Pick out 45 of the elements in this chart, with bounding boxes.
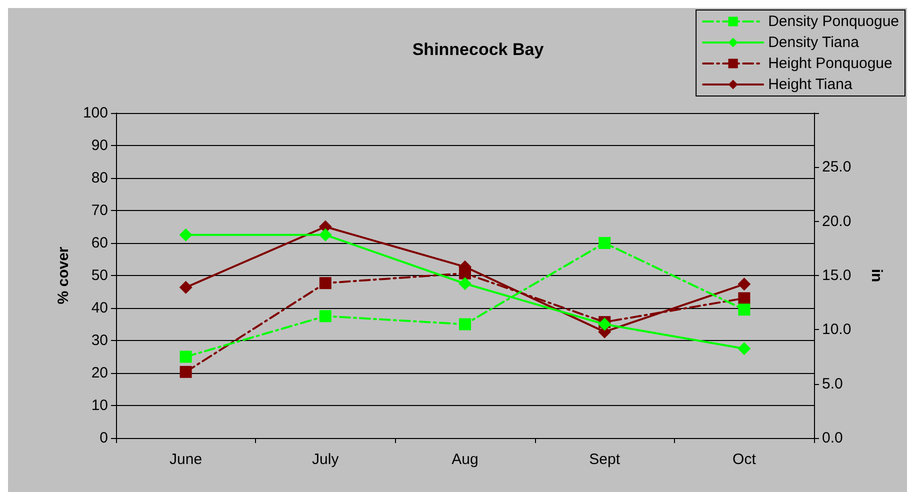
y2-tick-label: 20.0 (822, 212, 852, 230)
y2-tick-label: 0.0 (822, 430, 843, 446)
legend-label: Density Ponquogue (768, 13, 900, 30)
y-tick-label: 30 (91, 332, 108, 349)
point (180, 350, 192, 363)
x-tick-label: Sept (589, 451, 621, 468)
y2-tick-label: 10.0 (822, 321, 852, 338)
point (738, 304, 750, 316)
y-axis-title: % cover (55, 246, 72, 304)
point (179, 228, 192, 242)
y2-tick-label: 25.0 (822, 158, 852, 176)
chart-title: Shinnecock Bay (412, 40, 544, 59)
point (598, 318, 612, 331)
x-tick-label: June (170, 451, 202, 468)
y2-axis-title: in (868, 268, 885, 282)
legend-label: Height Ponquogue (768, 55, 892, 72)
point (738, 278, 751, 291)
y-tick-label: 100 (82, 104, 108, 122)
point (319, 310, 332, 322)
legend-label: Density Tiana (768, 34, 860, 51)
y-tick-label: 50 (91, 267, 108, 284)
y-tick-label: 0 (100, 430, 108, 446)
point (459, 267, 471, 280)
point (458, 277, 472, 290)
x-tick-label: Oct (732, 451, 757, 468)
point (180, 366, 192, 378)
point (738, 292, 750, 304)
x-tick-label: Aug (452, 451, 478, 468)
y2-tick-label: 15.0 (822, 267, 852, 284)
y-tick-label: 70 (91, 202, 108, 219)
x-tick-label: July (312, 451, 340, 468)
y2-tick-label: 5.0 (822, 375, 843, 392)
y-tick-label: 80 (91, 170, 108, 186)
y-tick-label: 40 (91, 300, 108, 316)
y-tick-label: 90 (91, 137, 108, 154)
point (319, 277, 332, 290)
legend-label: Height Tiana (768, 76, 853, 93)
y-tick-label: 10 (91, 397, 108, 414)
point (179, 280, 192, 294)
point (459, 318, 471, 330)
point (318, 228, 332, 242)
point (738, 342, 751, 356)
point (598, 237, 611, 249)
y-tick-label: 20 (91, 364, 108, 382)
y-tick-label: 60 (91, 234, 108, 252)
